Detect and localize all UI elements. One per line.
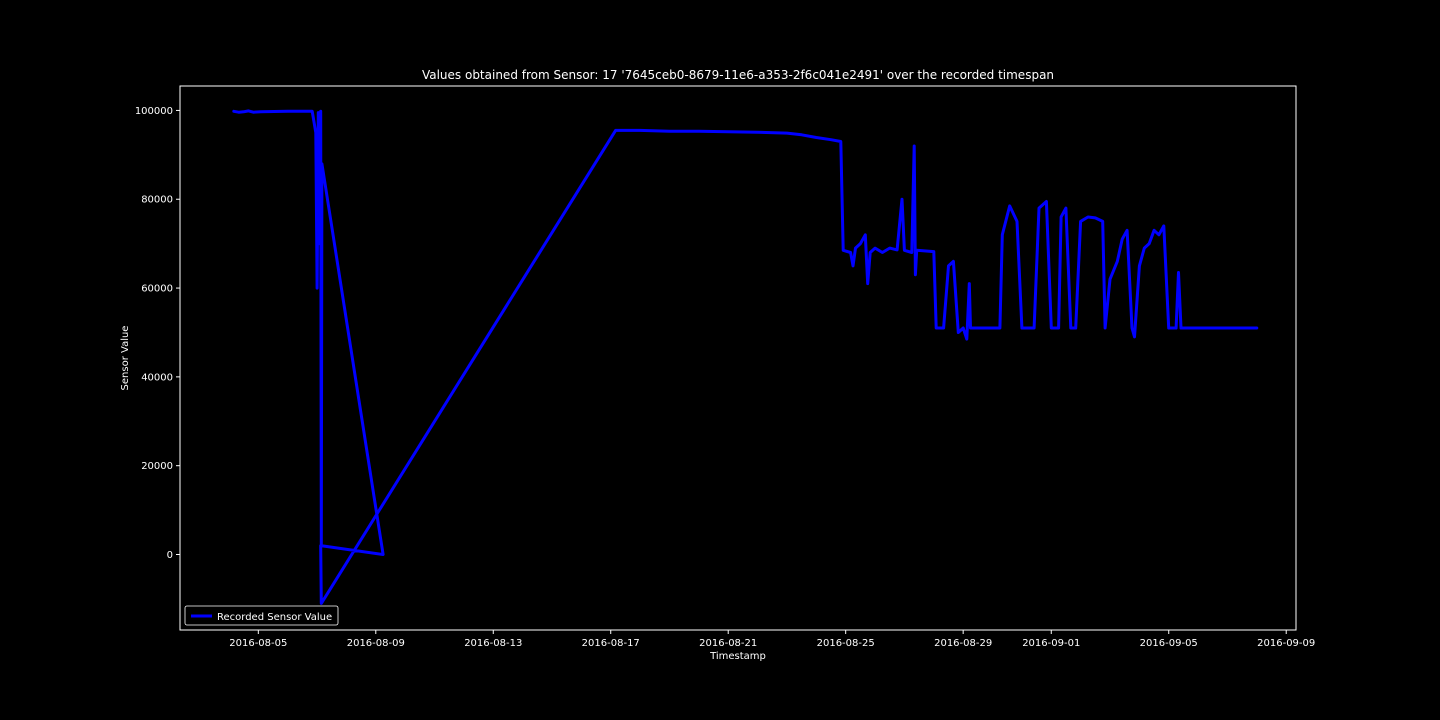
x-tick-label: 2016-08-17 (582, 638, 640, 649)
x-tick-label: 2016-08-09 (347, 638, 405, 649)
y-tick-label: 40000 (141, 372, 173, 383)
x-tick-label: 2016-08-21 (699, 638, 757, 649)
x-tick-label: 2016-09-01 (1022, 638, 1080, 649)
chart-title: Values obtained from Sensor: 17 '7645ceb… (422, 68, 1054, 82)
axes-frame (179, 85, 1297, 631)
legend: Recorded Sensor Value (184, 605, 339, 626)
x-tick-label: 2016-09-05 (1140, 638, 1198, 649)
x-tick-label: 2016-08-25 (817, 638, 875, 649)
y-tick-label: 80000 (141, 195, 173, 206)
series-line-recorded-sensor-value (232, 109, 1259, 605)
y-tick-label: 0 (167, 550, 173, 561)
legend-entry-label: Recorded Sensor Value (217, 612, 332, 623)
y-axis-label: Sensor Value (120, 326, 131, 391)
y-axis: 0 20000 40000 60000 80000 100000 (135, 106, 180, 561)
plot-area (232, 109, 1259, 605)
x-tick-label: 2016-09-09 (1257, 638, 1315, 649)
y-tick-label: 20000 (141, 461, 173, 472)
x-axis: 2016-08-05 2016-08-09 2016-08-13 2016-08-17… (229, 630, 1315, 649)
y-tick-label: 100000 (135, 106, 173, 117)
x-tick-label: 2016-08-05 (229, 638, 287, 649)
x-tick-label: 2016-08-29 (934, 638, 992, 649)
legend-box (184, 605, 339, 626)
x-axis-label: Timestamp (709, 651, 766, 662)
y-tick-label: 60000 (141, 284, 173, 295)
x-tick-label: 2016-08-13 (464, 638, 522, 649)
